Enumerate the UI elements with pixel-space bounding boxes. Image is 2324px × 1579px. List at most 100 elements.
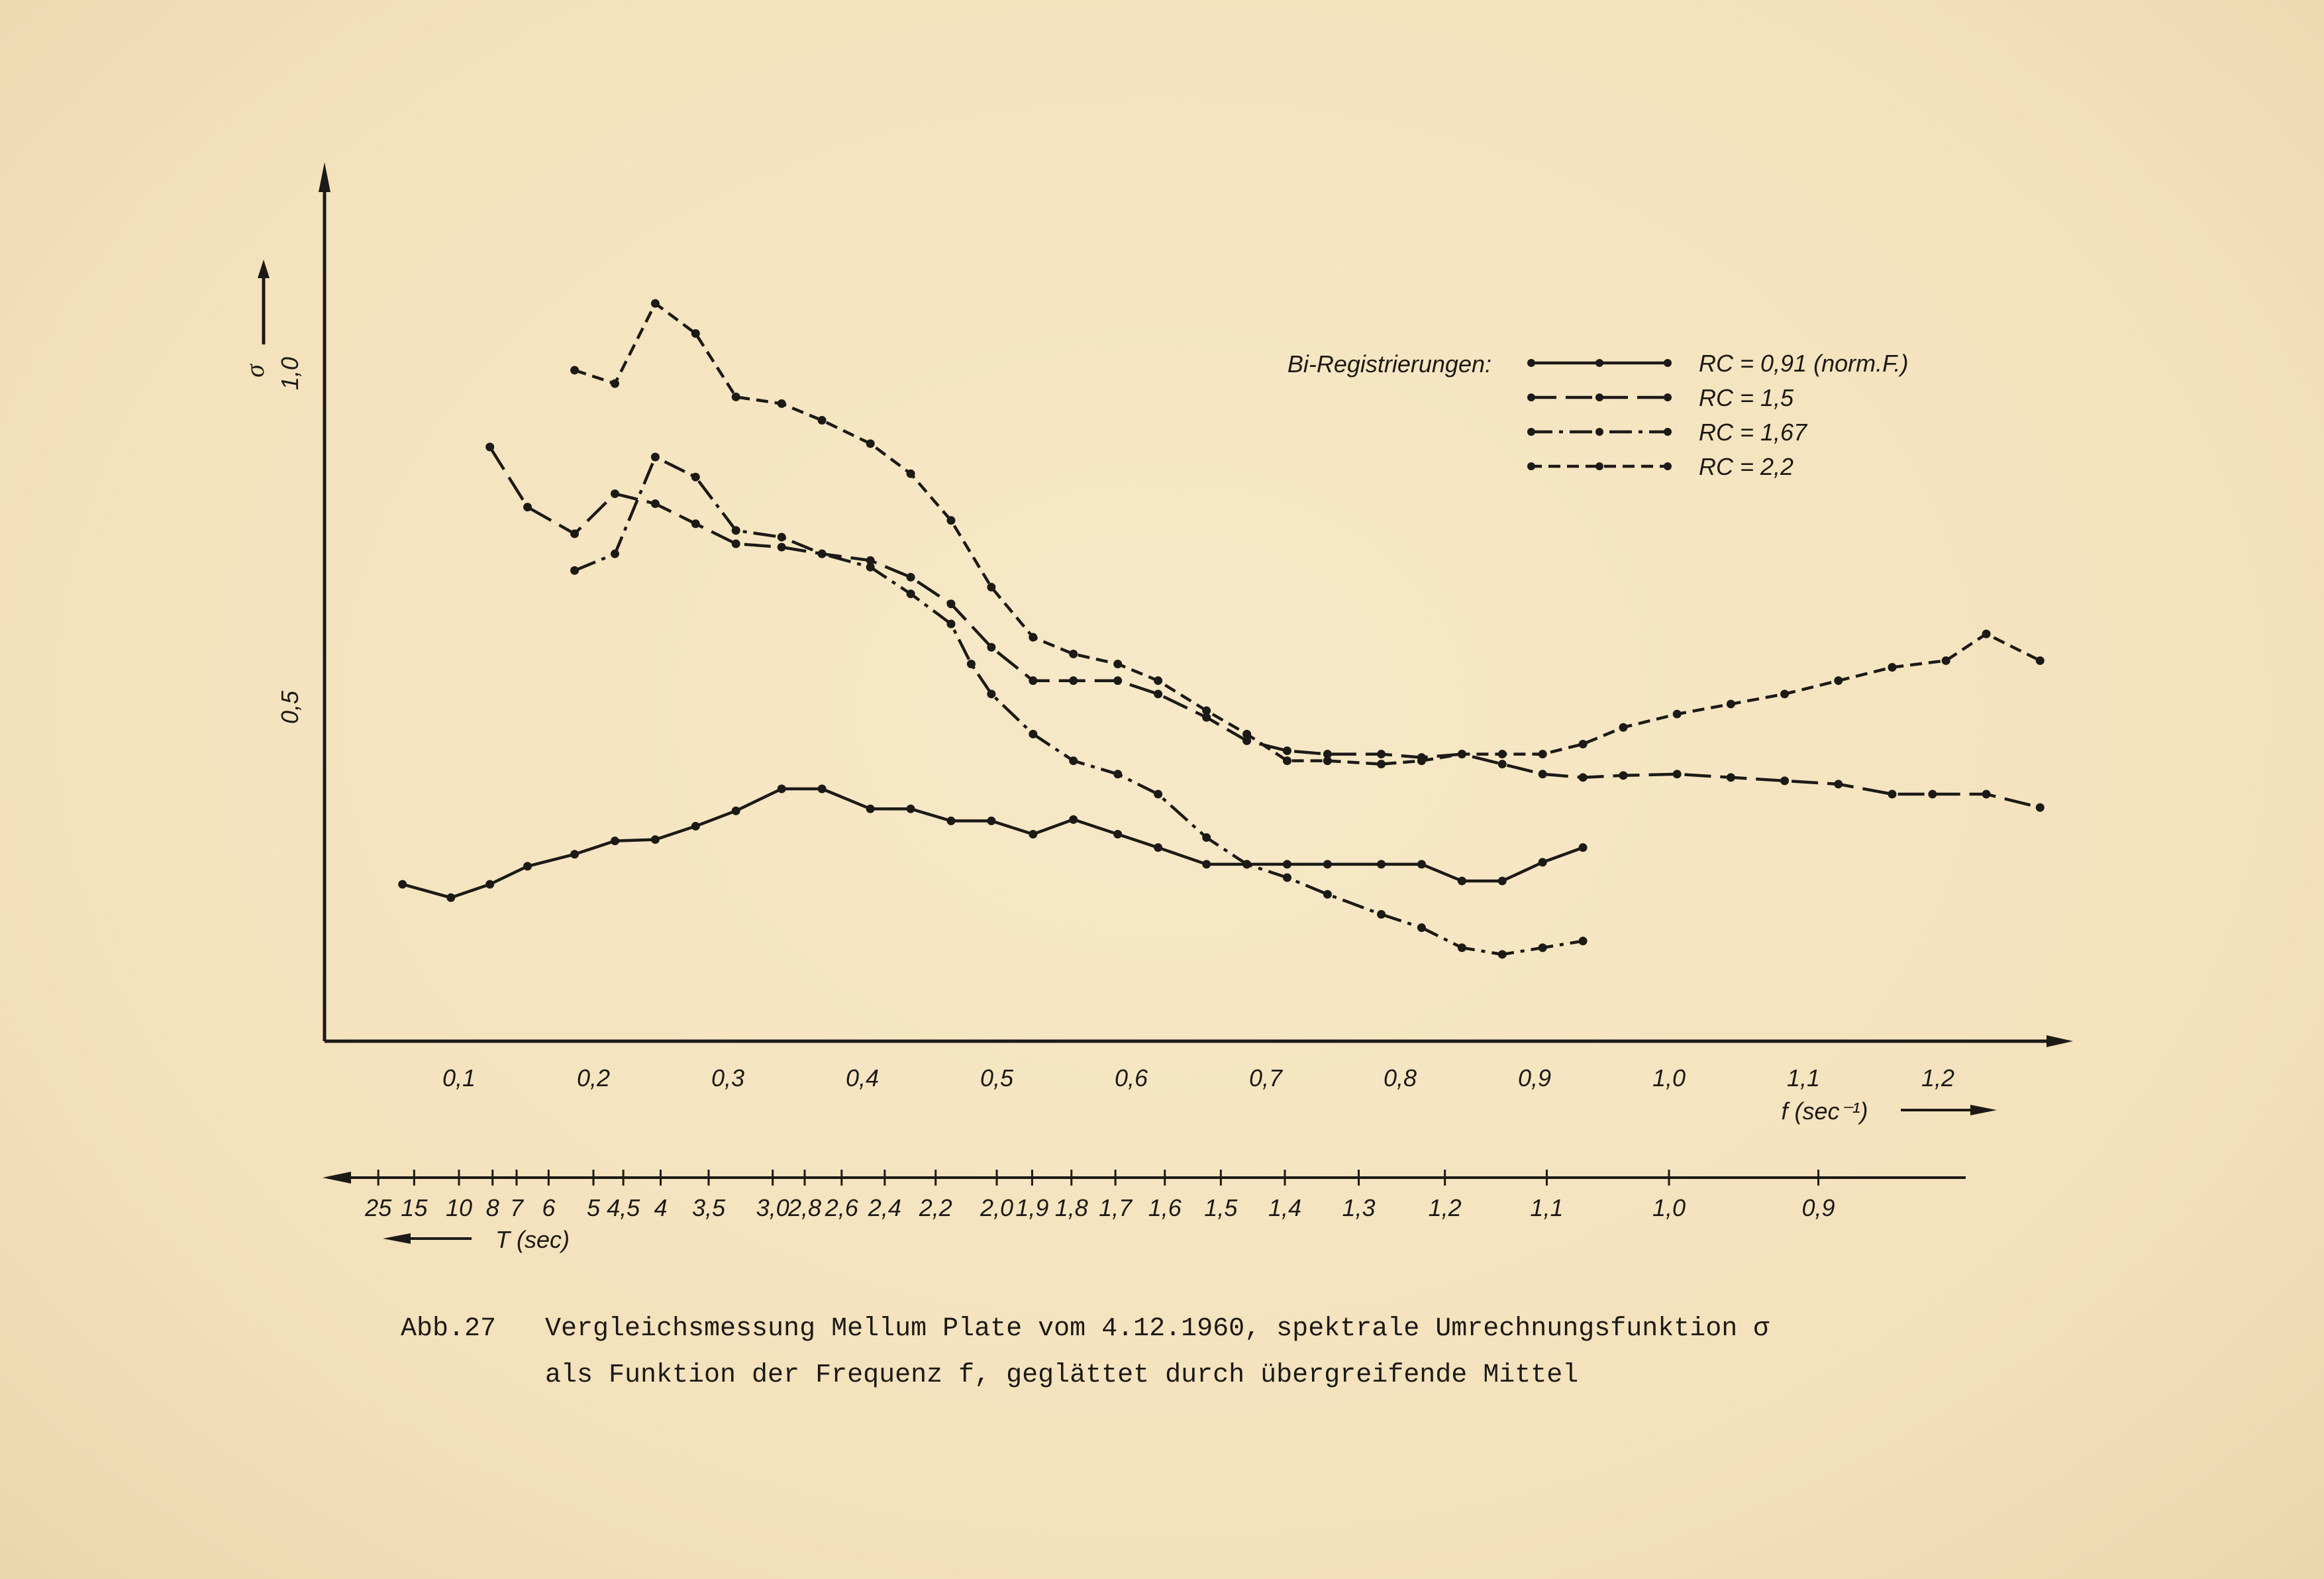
legend-swatch-point (1664, 393, 1672, 401)
data-point (691, 472, 700, 482)
x-tick-label: 0,9 (1518, 1064, 1551, 1092)
data-point (610, 837, 619, 846)
period-axis-label: T (sec) (495, 1226, 570, 1253)
legend-entry-label: RC = 2,2 (1699, 453, 1794, 480)
data-point (946, 816, 956, 825)
data-point (570, 529, 580, 538)
x-tick-label: 0,6 (1115, 1064, 1148, 1092)
data-point (987, 642, 996, 652)
data-point (691, 329, 700, 338)
legend-title: Bi-Registrierungen: (1288, 350, 1491, 378)
data-point (1029, 729, 1038, 739)
data-point (1069, 815, 1078, 824)
data-point (777, 533, 786, 542)
period-tick-label: 2,0 (980, 1194, 1013, 1221)
data-point (1538, 943, 1547, 952)
data-point (946, 599, 956, 609)
period-tick-label: 1,0 (1652, 1194, 1686, 1221)
legend-entry-label: RC = 1,5 (1699, 384, 1794, 411)
legend-swatch-point (1664, 462, 1672, 470)
data-point (731, 806, 740, 815)
data-point (866, 804, 875, 813)
y-tick: 1,0 (276, 357, 303, 390)
data-point (1941, 656, 1950, 665)
x-tick-label: 0,8 (1384, 1064, 1417, 1092)
data-point (817, 416, 827, 425)
sigma-label-group: σ (240, 364, 270, 378)
data-point (691, 519, 700, 529)
data-point (1113, 830, 1123, 839)
data-point (987, 816, 996, 825)
data-point (777, 784, 786, 793)
data-point (1672, 770, 1682, 779)
data-point (1029, 676, 1038, 686)
period-tick-label: 1,9 (1015, 1194, 1048, 1221)
x-tick-label: 1,1 (1787, 1064, 1820, 1092)
data-point (1578, 739, 1588, 748)
caption-line-2: als Funktion der Frequenz f, geglättet d… (545, 1360, 1579, 1390)
data-point (1538, 750, 1547, 759)
period-tick-label: 8 (486, 1194, 499, 1221)
data-point (1242, 736, 1252, 745)
y-ticks: 0,5 1,0 (276, 357, 303, 724)
data-point (1457, 876, 1466, 886)
data-point (777, 399, 786, 408)
data-point (1928, 790, 1937, 799)
series-2 (485, 442, 2045, 812)
data-point (1538, 858, 1547, 867)
period-tick-label: 7 (510, 1194, 525, 1221)
data-point (731, 392, 740, 401)
x-tick-label: 1,0 (1652, 1064, 1686, 1092)
data-point (1578, 773, 1588, 782)
series-line (574, 455, 1584, 956)
data-point (1834, 780, 1843, 789)
data-point (2035, 803, 2045, 812)
data-point (987, 689, 996, 699)
period-tick-label: 5 (587, 1194, 601, 1221)
period-tick-label: 1,2 (1429, 1194, 1462, 1221)
period-tick-label: 1,4 (1268, 1194, 1301, 1221)
data-point (1069, 676, 1078, 686)
x-tick-label: 0,4 (846, 1064, 879, 1092)
data-point (1323, 860, 1332, 869)
y-axis-arrowhead (319, 162, 330, 192)
data-point (1619, 771, 1628, 780)
caption-number: Abb.27 (401, 1314, 497, 1344)
data-point (1417, 923, 1426, 933)
data-point (1497, 950, 1507, 959)
data-point (1282, 756, 1291, 766)
data-point (1538, 770, 1547, 779)
data-point (610, 489, 619, 498)
data-point (650, 499, 660, 509)
x-tick-label: 0,2 (577, 1064, 610, 1092)
data-point (1497, 760, 1507, 769)
data-point (1457, 943, 1466, 952)
legend-swatch-point (1527, 393, 1535, 401)
sigma-arrowhead (258, 260, 270, 278)
data-point (1242, 860, 1252, 869)
data-point (1154, 843, 1163, 852)
data-point (1377, 750, 1386, 759)
y-tick: 0,5 (276, 690, 303, 724)
series-line (488, 446, 2041, 809)
caption-line-1: Vergleichsmessung Mellum Plate vom 4.12.… (545, 1314, 1770, 1344)
data-point (570, 850, 580, 859)
data-point (1113, 676, 1123, 686)
data-point (523, 503, 532, 512)
y-axis-symbol: σ (240, 364, 270, 378)
data-point (1069, 649, 1078, 658)
data-point (1029, 633, 1038, 642)
x-ticks: 0,1 0,2 0,3 0,4 0,5 0,6 0,7 0,8 0,9 1,0 1,1 1,2 f (s… (442, 1064, 1997, 1125)
legend-swatch-point (1527, 359, 1535, 367)
period-arrowhead (383, 1233, 411, 1244)
data-point (1578, 843, 1588, 852)
x-tick-label: 0,3 (711, 1064, 744, 1092)
axes: σ (240, 162, 2073, 1047)
data-point (1377, 909, 1386, 919)
period-tick-label: 1,3 (1342, 1194, 1376, 1221)
series-4 (570, 299, 2045, 769)
data-point (1780, 776, 1790, 786)
series-line (574, 301, 2041, 766)
